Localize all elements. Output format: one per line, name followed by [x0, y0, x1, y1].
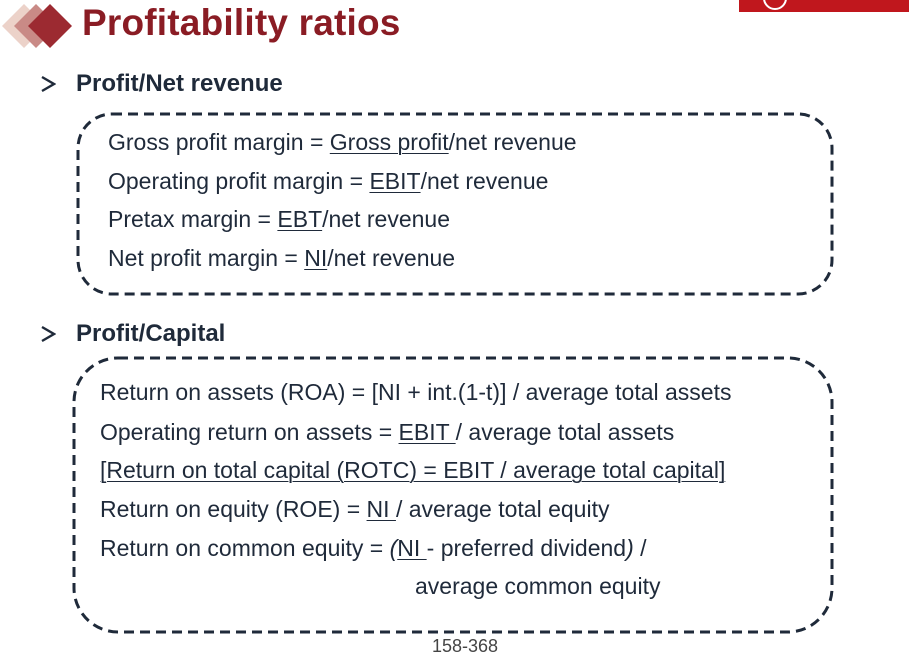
logo-icon: [763, 0, 787, 10]
formula-line: average common equity: [415, 573, 661, 599]
formula-line: Gross profit margin = Gross profit/net r…: [108, 129, 577, 155]
section-heading-label: Profit/Capital: [76, 320, 226, 347]
section-heading-profit-capital: Profit/Capital: [40, 320, 225, 348]
formula-line: Pretax margin = EBT/net revenue: [108, 206, 450, 232]
diamond-bullets-icon: [2, 4, 72, 48]
section-heading-profit-net-revenue: Profit/Net revenue: [40, 70, 283, 98]
arrow-bullet-icon: [41, 75, 56, 93]
formula-line: Return on common equity = (NI - preferre…: [100, 535, 647, 561]
dashed-border: [72, 356, 834, 634]
formula-line: Operating profit margin = EBIT/net reven…: [108, 168, 549, 194]
brand-accent-bar: [739, 0, 909, 12]
section-heading-label: Profit/Net revenue: [76, 70, 283, 97]
formula-line: Net profit margin = NI/net revenue: [108, 245, 456, 271]
dashed-border: [76, 112, 834, 296]
formula-line: [Return on total capital (ROTC) = EBIT /…: [100, 457, 726, 483]
formula-box-capital: Return on assets (ROA) = [NI + int.(1-t)…: [72, 356, 834, 634]
page-title: Profitability ratios: [82, 2, 401, 43]
formula-line: Return on equity (ROE) = NI / average to…: [100, 496, 610, 522]
formula-line: Return on assets (ROA) = [NI + int.(1-t)…: [100, 379, 732, 405]
arrow-bullet-icon: [41, 325, 56, 343]
formula-box-net-revenue: Gross profit margin = Gross profit/net r…: [76, 112, 834, 296]
page-number: 158-368: [432, 636, 499, 656]
formula-line: Operating return on assets = EBIT / aver…: [100, 419, 675, 445]
